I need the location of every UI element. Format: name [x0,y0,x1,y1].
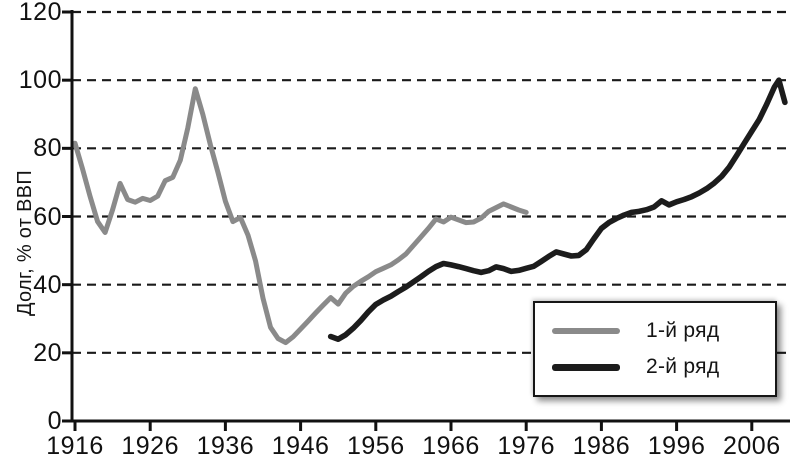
legend-item-series2: 2-й ряд [535,355,775,379]
legend-item-series1: 1-й ряд [535,319,775,343]
x-tick-label-1976: 1976 [497,432,555,460]
legend-label-series2: 2-й ряд [646,355,720,378]
legend-label-series1: 1-й ряд [646,319,720,342]
x-tick-label-2006: 2006 [722,432,781,460]
x-tick-label-1966: 1966 [422,432,480,460]
x-tick-label-1916: 1916 [46,432,104,460]
x-tick-label-1936: 1936 [196,432,255,460]
x-tick-label-1986: 1986 [572,432,631,460]
y-tick-label-40: 40 [33,270,62,299]
y-axis-title: Долг, % от ВВП [14,169,36,317]
y-tick-label-20: 20 [33,338,62,367]
y-tick-label-0: 0 [47,407,62,435]
legend: 1-й ряд 2-й ряд [533,301,777,397]
series1-line-swatch [552,328,620,334]
series-line-2 [327,77,788,343]
y-tick-label-60: 60 [33,202,62,231]
x-tick-label-1946: 1946 [271,432,330,460]
y-tick-label-80: 80 [33,134,62,163]
x-tick-label-1926: 1926 [121,432,179,460]
series-line-1 [72,86,529,346]
x-tick-label-1996: 1996 [647,432,706,460]
y-tick-label-120: 120 [18,0,62,27]
y-tick-label-100: 100 [18,66,62,95]
x-tick-label-1956: 1956 [346,432,405,460]
series2-line-swatch [552,363,620,371]
